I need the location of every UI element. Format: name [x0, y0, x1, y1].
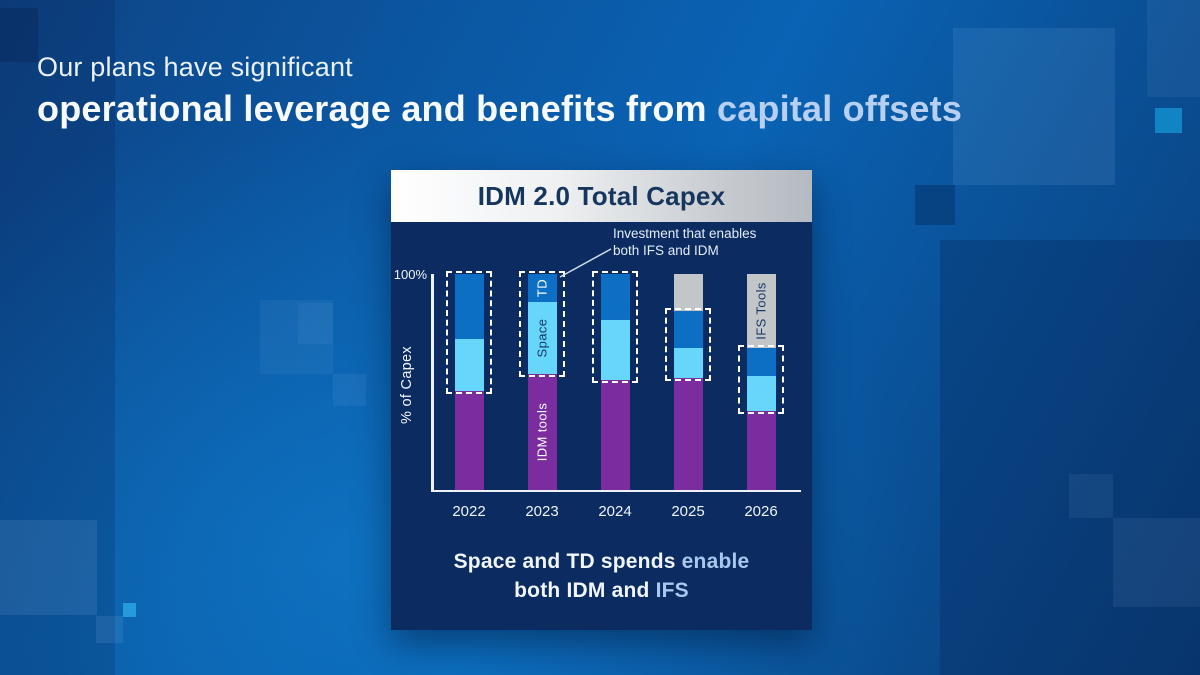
- y-axis-label: % of Capex: [399, 346, 415, 424]
- decor-square: [1113, 518, 1200, 607]
- chart-title: IDM 2.0 Total Capex: [477, 180, 726, 211]
- chart-caption: Space and TD spends enable both IDM and …: [391, 548, 812, 606]
- bar-segment-td: [454, 274, 484, 340]
- slide-title-line2-accent: capital offsets: [716, 87, 963, 129]
- caption-line2-accent: IFS: [655, 578, 689, 602]
- decor-square: [333, 374, 366, 406]
- decor-square: [298, 303, 333, 344]
- caption-line1-main: Space and TD spends: [453, 550, 682, 573]
- decor-square: [1155, 108, 1182, 133]
- capex-chart-panel: IDM 2.0 Total Capex 100% % of Capex Inve…: [391, 170, 812, 630]
- bar-segment-ifs-tools: [746, 274, 776, 348]
- decor-square: [260, 300, 333, 374]
- bar-segment-label: IFS Tools: [753, 282, 769, 340]
- x-tick-label: 2026: [744, 503, 778, 520]
- x-tick-label: 2024: [598, 503, 632, 520]
- bar-segment-ifs-tools: [673, 274, 703, 311]
- x-tick-label: 2022: [452, 503, 486, 520]
- caption-line1: Space and TD spends enable: [391, 548, 812, 577]
- caption-line2: both IDM and IFS: [391, 577, 812, 606]
- x-tick-label: 2023: [525, 503, 559, 520]
- bar-segment-idm-tools: [527, 373, 557, 491]
- decor-square: [940, 240, 1200, 675]
- bar-segment-label: IDM tools: [534, 403, 550, 462]
- decor-square: [953, 28, 1115, 185]
- caption-line1-accent: enable: [681, 550, 750, 573]
- bar-segment-td: [527, 274, 557, 303]
- slide-title-line2-main: operational leverage and benefits from: [37, 87, 717, 129]
- annotation-line2: both IFS and IDM: [613, 242, 719, 258]
- bar-segment-td: [673, 310, 703, 348]
- decor-square: [96, 616, 123, 643]
- bar-segment-idm-tools: [454, 391, 484, 491]
- caption-line2-main: both IDM and: [514, 578, 656, 602]
- highlight-box: [446, 271, 492, 395]
- highlight-box: [519, 271, 565, 377]
- bar-segment-idm-tools: [746, 410, 776, 491]
- bar-segment-space: [673, 347, 703, 379]
- annotation-line1: Investment that enables: [613, 226, 757, 241]
- bar-segment-td: [746, 347, 776, 376]
- decor-square: [0, 0, 115, 675]
- chart-header-banner: IDM 2.0 Total Capex: [391, 170, 812, 222]
- x-axis-line: [431, 490, 801, 492]
- bar-segment-td: [600, 274, 630, 320]
- annotation: Investment that enables both IFS and IDM: [613, 226, 793, 260]
- slide-title-line1: Our plans have significant: [37, 52, 353, 82]
- decor-square: [1069, 474, 1113, 518]
- bar-segment-space: [527, 302, 557, 374]
- bar-segment-label: TD: [534, 279, 550, 298]
- y-axis-line: [431, 274, 434, 492]
- bar-segment-idm-tools: [673, 378, 703, 491]
- highlight-box: [738, 344, 784, 414]
- bar-segment-space: [600, 319, 630, 381]
- decor-square: [123, 603, 136, 617]
- bar-segment-space: [454, 339, 484, 392]
- chart-plot-area: 100% % of Capex Investment that enables …: [391, 170, 812, 630]
- decor-square: [915, 185, 955, 225]
- highlight-box: [665, 307, 711, 382]
- bar-segment-label: Space: [534, 318, 550, 358]
- decor-square: [0, 520, 97, 615]
- bar-segment-space: [746, 375, 776, 411]
- x-tick-label: 2025: [671, 503, 705, 520]
- bar-segment-idm-tools: [600, 380, 630, 491]
- y-tick-100: 100%: [393, 267, 427, 282]
- decor-square: [0, 8, 38, 62]
- decor-square: [1147, 0, 1200, 97]
- slide-title: Our plans have significant operational l…: [37, 52, 962, 130]
- slide-title-line2: operational leverage and benefits from c…: [37, 88, 962, 130]
- highlight-box: [592, 271, 638, 384]
